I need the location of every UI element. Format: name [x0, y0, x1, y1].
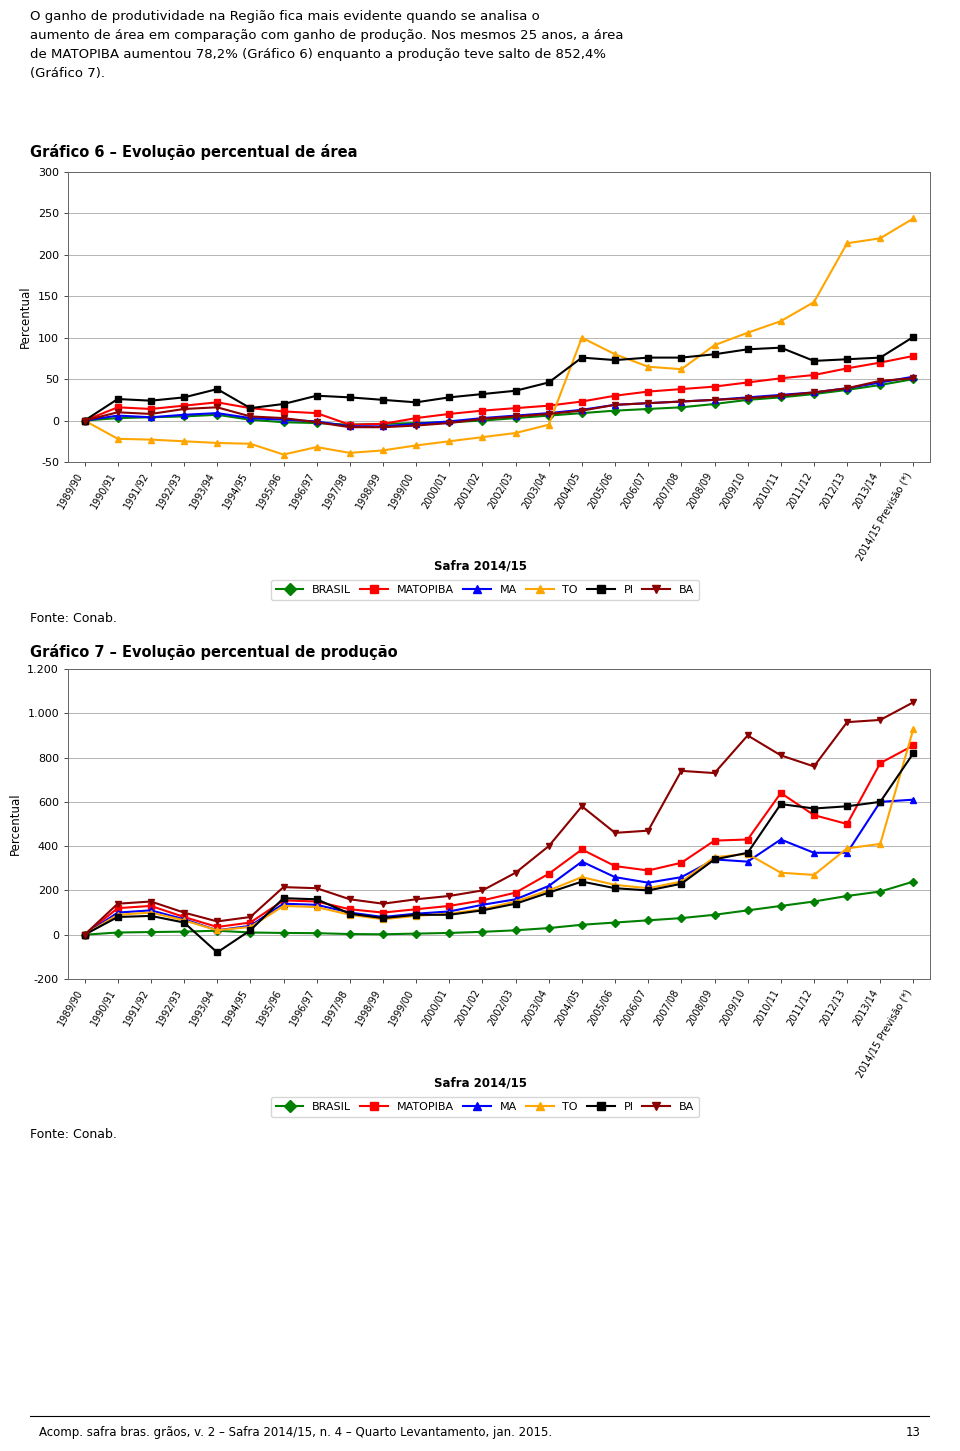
Text: Safra 2014/15: Safra 2014/15: [434, 560, 526, 573]
Text: O ganho de produtividade na Região fica mais evidente quando se analisa o
aument: O ganho de produtividade na Região fica …: [30, 10, 623, 80]
Text: Acomp. safra bras. grãos, v. 2 – Safra 2014/15, n. 4 – Quarto Levantamento, jan.: Acomp. safra bras. grãos, v. 2 – Safra 2…: [39, 1426, 552, 1439]
Text: Fonte: Conab.: Fonte: Conab.: [30, 1129, 117, 1142]
Legend: BRASIL, MATOPIBA, MA, TO, PI, BA: BRASIL, MATOPIBA, MA, TO, PI, BA: [272, 1097, 699, 1117]
Y-axis label: Percentual: Percentual: [9, 792, 22, 855]
Legend: BRASIL, MATOPIBA, MA, TO, PI, BA: BRASIL, MATOPIBA, MA, TO, PI, BA: [272, 580, 699, 599]
Y-axis label: Percentual: Percentual: [19, 286, 33, 348]
Text: 13: 13: [906, 1426, 921, 1439]
Text: Fonte: Conab.: Fonte: Conab.: [30, 611, 117, 624]
Text: Gráfico 6 – Evolução percentual de área: Gráfico 6 – Evolução percentual de área: [30, 145, 357, 161]
Text: Gráfico 7 – Evolução percentual de produção: Gráfico 7 – Evolução percentual de produ…: [30, 643, 397, 660]
Text: Safra 2014/15: Safra 2014/15: [434, 1077, 526, 1090]
